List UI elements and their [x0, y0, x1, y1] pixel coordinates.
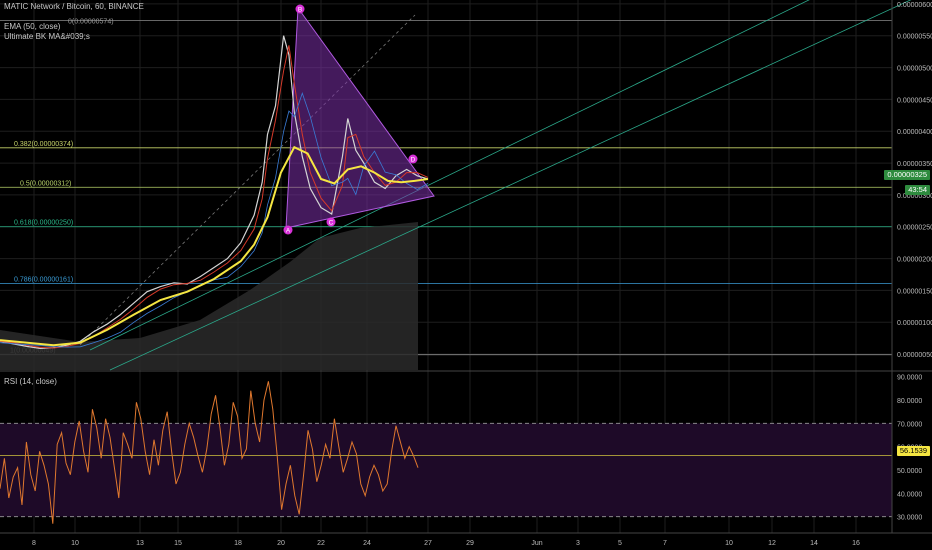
time-tick-label: 10	[725, 540, 733, 547]
rsi-label: RSI (14, close)	[4, 377, 57, 386]
pattern-marker-b	[295, 4, 305, 14]
pattern-marker-a	[283, 225, 293, 235]
current-price-tag: 0.00000325	[884, 170, 930, 180]
time-tick-label: 7	[663, 540, 667, 547]
time-tick-label: 14	[810, 540, 818, 547]
time-tick-label: 3	[576, 540, 580, 547]
fib-label: 0.382(0.00000374)	[14, 141, 73, 148]
fib-label: 0.786(0.00000161)	[14, 276, 73, 283]
price-tick-label: 0.00000200	[897, 257, 932, 264]
indicator-bk-label: Ultimate BK MA&#039;s	[4, 32, 90, 41]
price-tick-label: 0.00000550	[897, 34, 932, 41]
time-tick-label: 27	[424, 540, 432, 547]
price-tick-label: 0.00000100	[897, 320, 932, 327]
price-tick-label: 0.00000600	[897, 2, 932, 9]
price-tick-label: 0.00000500	[897, 66, 932, 73]
indicator-ema-label: EMA (50, close)	[4, 22, 61, 31]
price-panel: A B C D	[0, 0, 912, 371]
rsi-tick-label: 70.0000	[897, 421, 922, 428]
time-tick-label: 16	[852, 540, 860, 547]
pattern-label-a: A	[286, 228, 291, 235]
rsi-tick-label: 30.0000	[897, 515, 922, 522]
price-tick-label: 0.00000450	[897, 97, 932, 104]
volume-shade	[0, 222, 418, 370]
time-tick-label: 15	[174, 540, 182, 547]
ema-line	[0, 145, 429, 347]
time-tick-label: 13	[136, 540, 144, 547]
fibonacci-levels: 0(0.00000574) 0.382(0.00000374) 0.5(0.0000…	[0, 18, 892, 356]
time-tick-label: 12	[768, 540, 776, 547]
time-tick-label: 22	[317, 540, 325, 547]
price-tick-label: 0.00000050	[897, 352, 932, 359]
pattern-label-c: C	[329, 220, 334, 227]
pattern-marker-d	[408, 154, 418, 164]
price-tick-label: 0.00000400	[897, 129, 932, 136]
time-tick-label: 24	[363, 540, 371, 547]
time-tick-label: 8	[32, 540, 36, 547]
rsi-tick-label: 50.0000	[897, 468, 922, 475]
time-tick-label: 29	[466, 540, 474, 547]
rsi-tick-label: 90.0000	[897, 375, 922, 382]
symbol-title: MATIC Network / Bitcoin, 60, BINANCE	[4, 2, 144, 11]
time-tick-label: 5	[618, 540, 622, 547]
pattern-label-d: D	[411, 157, 416, 164]
channel-line-lower	[109, 0, 912, 371]
pattern-label-b: B	[298, 7, 302, 14]
rsi-tick-label: 80.0000	[897, 398, 922, 405]
harmonic-pattern	[285, 6, 435, 229]
price-line	[0, 35, 429, 350]
time-tick-label: 18	[234, 540, 242, 547]
dashed-trend-line	[79, 14, 416, 346]
rsi-panel: 90.000080.000070.000060.000050.000040.00…	[0, 375, 922, 524]
ma-blue-line	[0, 91, 429, 348]
fib-label: 0.618(0.00000250)	[14, 220, 73, 227]
time-tick-label: 20	[277, 540, 285, 547]
fib-label-0: 0(0.00000574)	[68, 18, 114, 25]
time-tick-label: 10	[71, 540, 79, 547]
rsi-value-tag: 56.1539	[896, 446, 930, 456]
price-tick-label: 0.00000250	[897, 225, 932, 232]
channel-line-upper	[89, 0, 810, 351]
time-tick-label: Jun	[531, 540, 542, 547]
fib-label: 0.5(0.00000312)	[20, 180, 71, 187]
countdown-tag: 43:54	[905, 185, 930, 195]
pattern-marker-c	[326, 217, 336, 227]
rsi-tick-label: 40.0000	[897, 491, 922, 498]
price-tick-label: 0.00000150	[897, 288, 932, 295]
price-tick-label: 0.00000350	[897, 161, 932, 168]
price-tick-label: 0.00000300	[897, 193, 932, 200]
rsi-line	[0, 381, 419, 524]
